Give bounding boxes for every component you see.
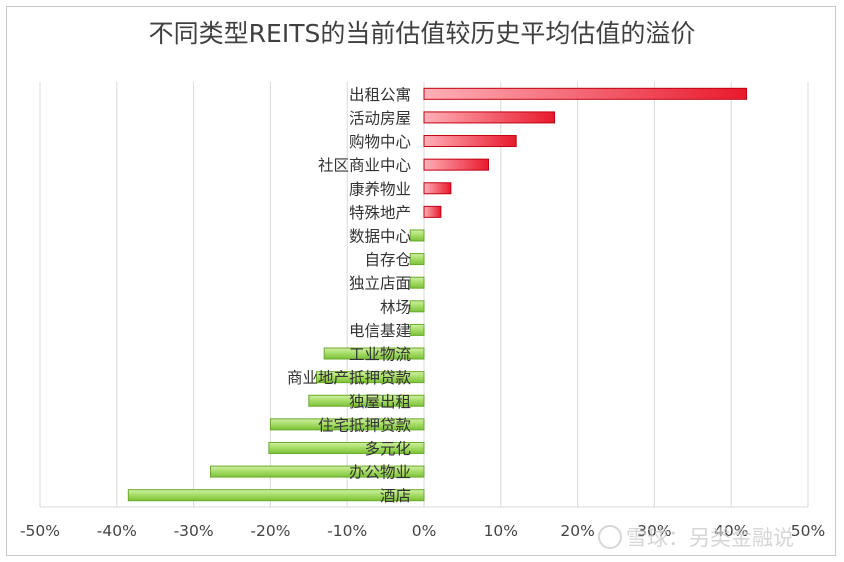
category-label: 住宅抵押贷款 <box>318 416 412 434</box>
category-label: 林场 <box>380 298 411 316</box>
category-label: 独立店面 <box>349 275 411 293</box>
category-label: 独屋出租 <box>349 393 411 411</box>
category-label: 康养物业 <box>349 180 411 198</box>
x-tick-label: 20% <box>560 522 594 540</box>
bar <box>423 87 748 100</box>
gridlines <box>39 82 809 508</box>
x-tick-label: -30% <box>174 522 214 540</box>
bar <box>423 205 442 218</box>
bar <box>409 276 425 289</box>
x-tick-label: 40% <box>714 522 748 540</box>
category-label: 多元化 <box>364 440 411 458</box>
x-tick-labels: -50% -40% -30% -20% -10% 0% 10% 20% 30% 40% 50% <box>20 522 825 540</box>
bar <box>423 158 490 171</box>
bar <box>269 418 425 431</box>
bar <box>409 229 425 242</box>
bar <box>409 253 425 266</box>
bar <box>409 300 425 313</box>
bar <box>127 489 425 502</box>
x-tick-label: -40% <box>97 522 137 540</box>
x-tick-label: -20% <box>250 522 290 540</box>
x-tick-label: 30% <box>637 522 671 540</box>
category-label: 数据中心 <box>349 227 411 245</box>
bar <box>423 111 556 124</box>
category-label: 办公物业 <box>349 464 411 482</box>
bar <box>308 394 425 407</box>
chart-title: 不同类型REITS的当前估值较历史平均估值的溢价 <box>148 19 696 48</box>
bar <box>323 347 425 360</box>
bar <box>209 465 425 478</box>
x-tick-label: 50% <box>791 522 825 540</box>
category-label: 社区商业中心 <box>318 157 411 175</box>
watermark-text: 雪球：另类金融说 <box>626 526 794 550</box>
category-label: 出租公寓 <box>349 86 411 104</box>
bar <box>268 441 425 454</box>
bar <box>315 371 425 384</box>
category-label: 活动房屋 <box>349 109 411 127</box>
bars <box>127 87 748 502</box>
category-label: 电信基建 <box>349 322 411 340</box>
watermark: 雪球：另类金融说 <box>598 522 794 552</box>
bar <box>423 135 517 148</box>
x-tick-label: 0% <box>412 522 437 540</box>
x-tick-label: -50% <box>20 522 60 540</box>
bar <box>409 323 425 336</box>
category-label: 自存仓 <box>364 251 411 269</box>
x-tick-label: 10% <box>484 522 518 540</box>
category-label: 酒店 <box>380 487 411 505</box>
category-labels: 出租公寓活动房屋购物中心社区商业中心康养物业特殊地产数据中心自存仓独立店面林场电… <box>287 86 412 505</box>
bar <box>423 182 452 195</box>
snowball-logo-icon <box>598 525 622 549</box>
category-label: 购物中心 <box>349 133 411 151</box>
x-tick-label: -10% <box>327 522 367 540</box>
category-label: 工业物流 <box>349 346 411 364</box>
category-label: 商业地产抵押贷款 <box>287 369 412 387</box>
category-label: 特殊地产 <box>349 204 411 222</box>
